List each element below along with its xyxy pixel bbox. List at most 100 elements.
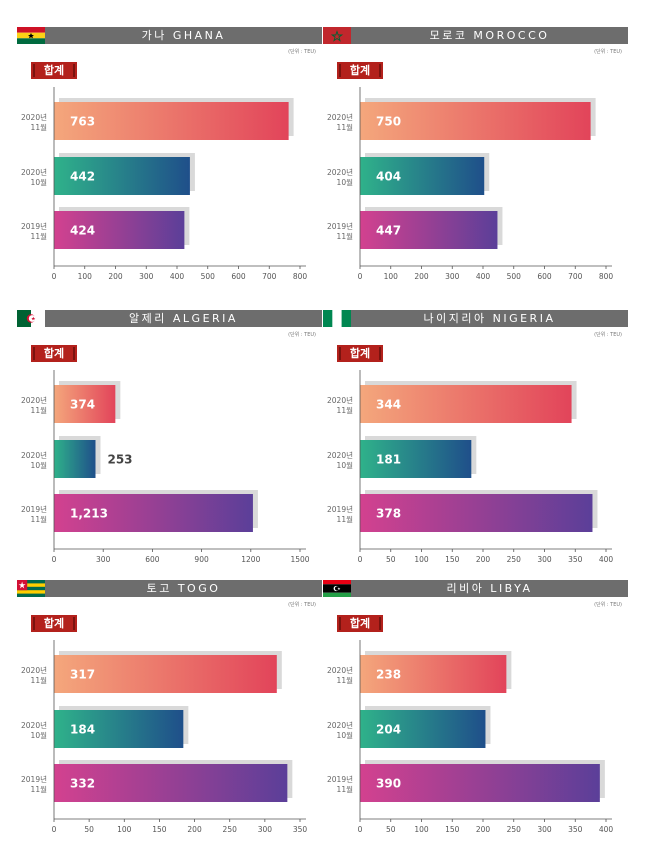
x-tick-label: 200	[476, 555, 491, 564]
bar-value-label: 750	[376, 115, 401, 129]
header-bar	[351, 27, 628, 44]
chart-panel-togo: 토고 TOGO (단위 : TEU) 합계 317 2020년 11월 184 2020…	[17, 580, 322, 850]
total-badge: 합계	[31, 615, 77, 632]
x-tick-label: 50	[84, 825, 94, 834]
x-tick-label: 1500	[290, 555, 309, 564]
ghana-flag-icon	[17, 27, 45, 44]
chart-panel-libya: 리비아 LIBYA (단위 : TEU) 합계 238 2020년 11월 204 20…	[323, 580, 628, 850]
bar-2020-11	[54, 102, 289, 140]
x-tick-label: 300	[445, 272, 460, 281]
x-tick-label: 300	[139, 272, 154, 281]
header-bar	[351, 580, 628, 597]
category-label: 10월	[31, 730, 48, 740]
bar-value-label: 238	[376, 668, 401, 682]
total-badge: 합계	[337, 615, 383, 632]
bar-2019-11	[54, 211, 185, 249]
category-label: 11월	[31, 784, 48, 794]
unit-label: (단위 : TEU)	[594, 602, 622, 608]
bar-value-label: 442	[70, 170, 95, 184]
x-tick-label: 600	[145, 555, 160, 564]
bar-value-label: 181	[376, 453, 401, 467]
x-tick-label: 50	[386, 825, 396, 834]
category-label: 2020년	[327, 665, 353, 675]
category-label: 10월	[31, 177, 48, 187]
x-tick-label: 0	[358, 272, 363, 281]
x-tick-label: 0	[358, 555, 363, 564]
bar-value-label: 424	[70, 224, 95, 238]
x-tick-label: 800	[599, 272, 614, 281]
x-tick-label: 250	[223, 825, 238, 834]
category-label: 2020년	[327, 720, 353, 730]
bar-2019-11	[54, 764, 288, 802]
bar-2020-11	[360, 385, 572, 423]
nigeria-flag-icon	[323, 310, 351, 327]
x-tick-label: 400	[599, 555, 614, 564]
x-tick-label: 150	[152, 825, 167, 834]
x-tick-label: 400	[170, 272, 185, 281]
x-tick-label: 500	[507, 272, 522, 281]
category-label: 11월	[31, 675, 48, 685]
chart-title: 알제리 ALGERIA	[129, 312, 238, 325]
x-tick-label: 0	[52, 555, 57, 564]
x-tick-label: 600	[537, 272, 552, 281]
x-tick-label: 250	[507, 555, 522, 564]
bar-value-label: 763	[70, 115, 95, 129]
x-tick-label: 400	[476, 272, 491, 281]
x-tick-label: 100	[384, 272, 399, 281]
x-tick-label: 200	[414, 272, 429, 281]
x-tick-label: 200	[476, 825, 491, 834]
bar-2020-11	[54, 385, 116, 423]
x-tick-label: 150	[445, 555, 460, 564]
chart-panel-algeria: 알제리 ALGERIA (단위 : TEU) 합계 374 2020년 11월 253…	[17, 310, 322, 580]
x-tick-label: 250	[507, 825, 522, 834]
x-tick-label: 400	[599, 825, 614, 834]
header-bar	[45, 310, 322, 327]
category-label: 10월	[337, 730, 354, 740]
unit-label: (단위 : TEU)	[594, 49, 622, 55]
category-label: 2019년	[327, 774, 353, 784]
morocco-flag-icon	[323, 27, 351, 44]
unit-label: (단위 : TEU)	[288, 332, 316, 338]
category-label: 10월	[337, 177, 354, 187]
chart-panel-ghana: 가나 GHANA (단위 : TEU) 합계 763 2020년 11월 442 202…	[17, 27, 322, 297]
unit-label: (단위 : TEU)	[594, 332, 622, 338]
bar-2020-10	[54, 157, 190, 195]
x-tick-label: 700	[262, 272, 277, 281]
total-badge: 합계	[31, 62, 77, 79]
chart-panel-morocco: 모로코 MOROCCO (단위 : TEU) 합계 750 2020년 11월 404…	[323, 27, 628, 297]
category-label: 2020년	[21, 720, 47, 730]
category-label: 2020년	[327, 395, 353, 405]
x-tick-label: 200	[187, 825, 202, 834]
category-label: 2020년	[327, 167, 353, 177]
category-label: 11월	[337, 405, 354, 415]
bar-2020-10	[360, 440, 472, 478]
chart-title: 나이지리아 NIGERIA	[423, 312, 556, 325]
category-label: 11월	[31, 514, 48, 524]
bar-value-label: 390	[376, 777, 401, 791]
x-tick-label: 0	[358, 825, 363, 834]
category-label: 11월	[337, 675, 354, 685]
bar-value-label: 317	[70, 668, 95, 682]
bar-2019-11	[360, 494, 593, 532]
x-tick-label: 100	[414, 825, 429, 834]
chart-panel-nigeria: 나이지리아 NIGERIA (단위 : TEU) 합계 344 2020년 11월 1…	[323, 310, 628, 580]
bar-value-label: 378	[376, 507, 401, 521]
category-label: 11월	[31, 122, 48, 132]
header-bar	[351, 310, 628, 327]
category-label: 2019년	[327, 221, 353, 231]
bar-2020-10	[54, 440, 96, 478]
x-tick-label: 0	[52, 272, 57, 281]
x-tick-label: 200	[108, 272, 123, 281]
category-label: 11월	[337, 514, 354, 524]
category-label: 2020년	[21, 665, 47, 675]
header-bar	[45, 27, 322, 44]
x-tick-label: 50	[386, 555, 396, 564]
bar-2020-10	[360, 157, 485, 195]
x-tick-label: 1200	[241, 555, 260, 564]
category-label: 2019년	[21, 774, 47, 784]
x-tick-label: 350	[568, 555, 583, 564]
